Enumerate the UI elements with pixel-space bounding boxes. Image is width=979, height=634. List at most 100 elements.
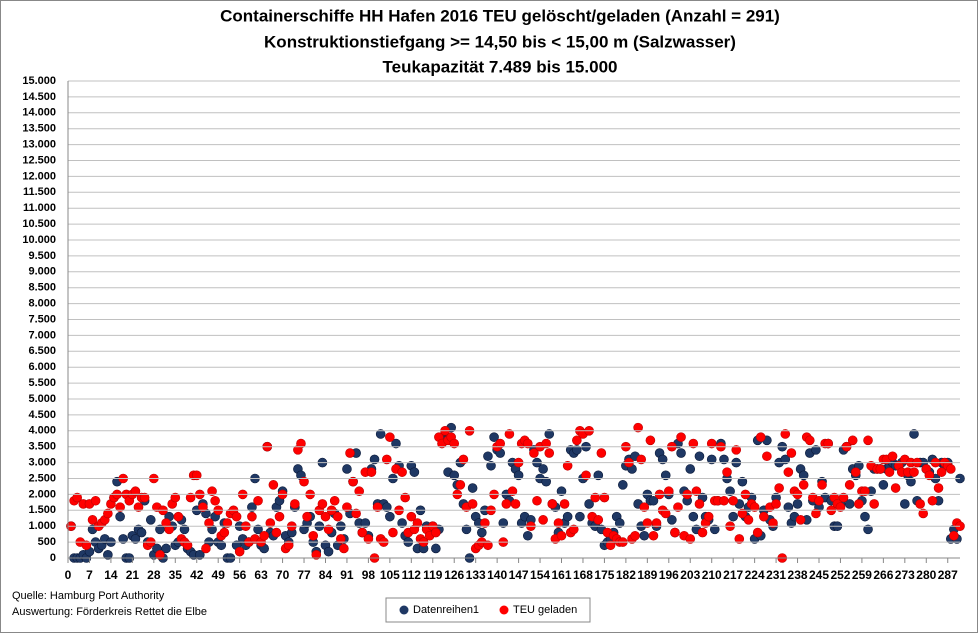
legend-box bbox=[385, 597, 591, 623]
data-point bbox=[676, 432, 686, 442]
x-tick-label: 14 bbox=[104, 568, 118, 582]
data-point bbox=[81, 540, 92, 551]
y-tick-label: 1.000 bbox=[28, 520, 56, 532]
y-tick-label: 500 bbox=[38, 536, 56, 548]
data-point bbox=[139, 492, 150, 503]
data-point bbox=[900, 499, 910, 509]
data-point bbox=[522, 530, 533, 541]
data-point bbox=[823, 438, 833, 449]
data-point bbox=[498, 518, 509, 528]
data-point bbox=[936, 467, 947, 477]
data-point bbox=[792, 499, 803, 509]
data-point bbox=[173, 511, 184, 522]
source-note: Auswertung: Förderkreis Rettet die Elbe bbox=[12, 606, 207, 618]
y-tick-label: 0 bbox=[50, 552, 56, 564]
data-point bbox=[869, 499, 879, 509]
data-point bbox=[431, 543, 441, 554]
data-point bbox=[507, 486, 518, 497]
data-point bbox=[161, 543, 171, 554]
y-tick-label: 5.500 bbox=[28, 377, 56, 389]
data-point bbox=[317, 499, 328, 509]
source-note: Quelle: Hamburg Port Authority bbox=[12, 590, 165, 602]
data-point bbox=[369, 454, 380, 465]
data-point bbox=[854, 499, 864, 509]
data-point bbox=[814, 495, 824, 506]
data-point bbox=[133, 502, 144, 512]
data-point bbox=[320, 511, 331, 522]
data-point bbox=[630, 530, 640, 541]
data-point bbox=[311, 550, 322, 560]
data-point bbox=[737, 476, 748, 487]
data-point bbox=[345, 448, 355, 458]
data-point bbox=[339, 543, 349, 554]
data-point bbox=[467, 499, 478, 509]
data-point bbox=[927, 495, 938, 506]
data-point bbox=[556, 486, 567, 497]
data-point bbox=[381, 454, 392, 465]
x-tick-label: 84 bbox=[319, 568, 333, 582]
data-point bbox=[115, 502, 125, 512]
y-tick-label: 4.000 bbox=[28, 425, 56, 437]
data-point bbox=[755, 432, 766, 442]
data-point bbox=[798, 470, 809, 481]
x-tick-label: 42 bbox=[190, 568, 204, 582]
data-point bbox=[449, 438, 460, 449]
data-point bbox=[768, 518, 778, 528]
data-point bbox=[544, 448, 555, 458]
x-tick-label: 77 bbox=[297, 568, 311, 582]
y-tick-label: 7.000 bbox=[28, 329, 56, 341]
data-point bbox=[268, 480, 279, 490]
data-point bbox=[483, 540, 493, 551]
data-point bbox=[762, 451, 772, 462]
data-point bbox=[728, 511, 738, 522]
data-point bbox=[688, 438, 699, 449]
data-point bbox=[817, 480, 827, 490]
y-tick-label: 13.500 bbox=[22, 123, 56, 135]
data-point bbox=[115, 511, 125, 522]
data-point bbox=[234, 546, 245, 557]
legend-label: Datenreihen1 bbox=[413, 604, 479, 616]
data-point bbox=[191, 470, 202, 481]
data-point bbox=[290, 499, 300, 509]
y-tick-label: 9.500 bbox=[28, 250, 56, 262]
data-point bbox=[694, 499, 705, 509]
y-tick-label: 2.000 bbox=[28, 488, 56, 500]
data-point bbox=[274, 511, 285, 522]
x-tick-label: 21 bbox=[126, 568, 140, 582]
data-point bbox=[575, 511, 585, 522]
data-point bbox=[164, 524, 174, 535]
data-point bbox=[216, 540, 227, 551]
data-point bbox=[722, 467, 732, 477]
x-tick-label: 238 bbox=[788, 568, 808, 582]
data-point bbox=[170, 492, 181, 503]
data-point bbox=[667, 515, 677, 525]
y-tick-label: 8.000 bbox=[28, 298, 56, 310]
data-point bbox=[302, 511, 312, 522]
x-tick-label: 266 bbox=[873, 568, 893, 582]
x-tick-label: 203 bbox=[680, 568, 700, 582]
data-point bbox=[103, 550, 113, 560]
data-point bbox=[130, 534, 141, 544]
x-tick-label: 196 bbox=[659, 568, 679, 582]
data-point bbox=[949, 530, 959, 541]
data-point bbox=[513, 470, 524, 481]
x-tick-label: 35 bbox=[169, 568, 183, 582]
data-point bbox=[562, 511, 573, 522]
x-tick-label: 210 bbox=[702, 568, 722, 582]
data-point bbox=[946, 464, 956, 474]
x-tick-label: 56 bbox=[233, 568, 247, 582]
data-point bbox=[360, 518, 371, 528]
data-point bbox=[231, 511, 242, 522]
y-tick-label: 7.500 bbox=[28, 313, 56, 325]
y-tick-label: 8.500 bbox=[28, 282, 56, 294]
data-point bbox=[639, 502, 650, 512]
x-tick-label: 98 bbox=[362, 568, 376, 582]
data-point bbox=[412, 518, 423, 528]
data-point bbox=[706, 454, 717, 465]
data-point bbox=[185, 492, 196, 503]
data-point bbox=[385, 432, 395, 442]
data-point bbox=[351, 508, 361, 519]
data-point bbox=[844, 480, 855, 490]
x-tick-label: 133 bbox=[466, 568, 486, 582]
data-point bbox=[639, 530, 650, 541]
